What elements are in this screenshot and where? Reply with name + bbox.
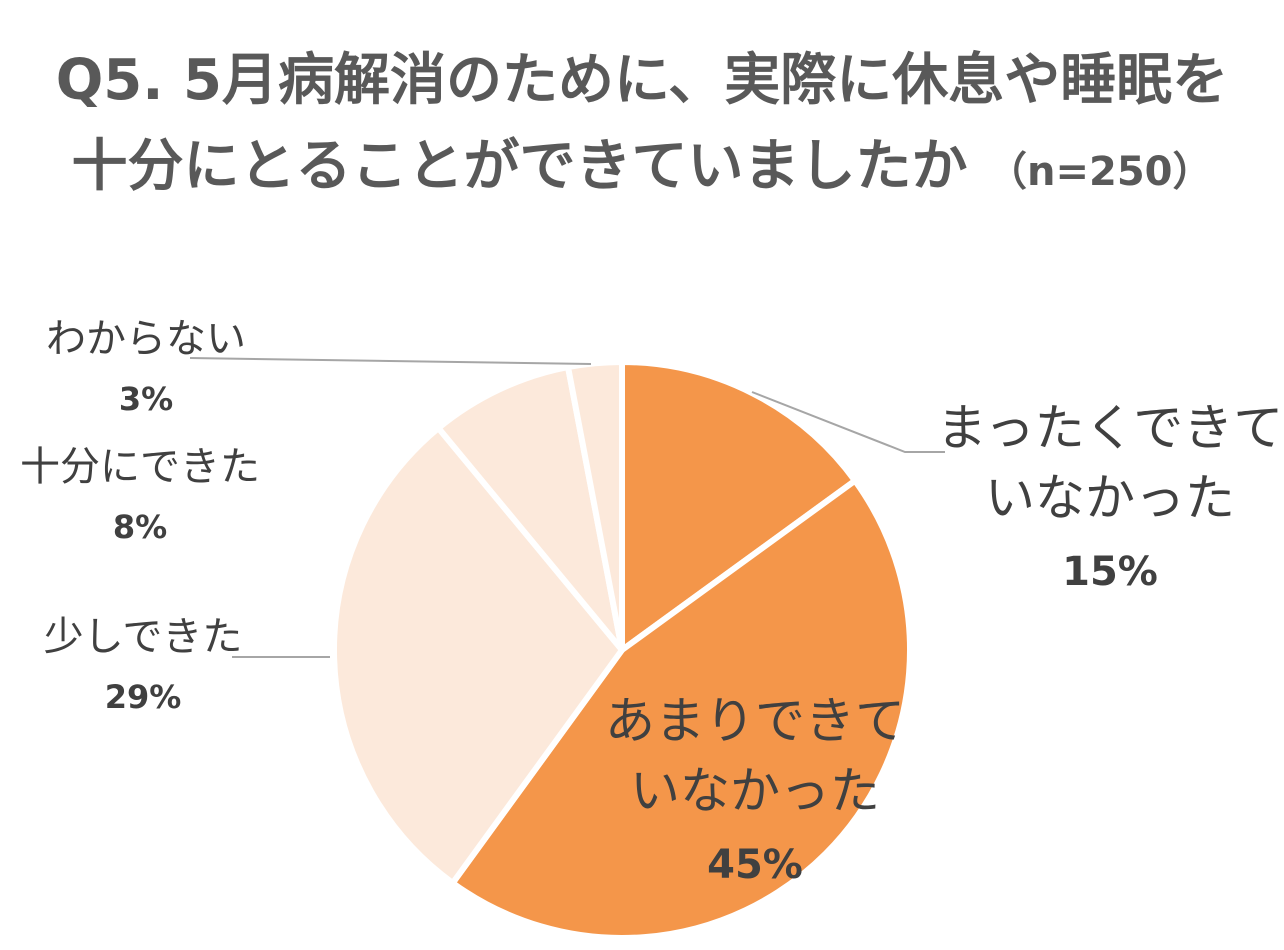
chart-title-line-1: Q5. 5月病解消のために、実際に休息や睡眠を [55,48,1229,113]
slice-percent-5: 3% [119,380,173,418]
pie-slice-4 [435,364,625,653]
leader-line-1 [751,391,945,453]
pie-slice-5 [565,359,625,653]
slice-label-5-line-1: わからない [46,316,246,362]
chart-title-question: 十分にとることができていましたか [71,134,968,199]
pie-slice-2 [449,477,913,941]
slice-labels: まったくできていなかった15%あまりできていなかった45%少しできた29%十分に… [20,316,1283,888]
pie-slice-1 [619,359,858,653]
slice-label-2-line-2: いなかった [630,762,880,820]
pie-slice-3 [331,425,625,886]
slice-label-1-line-2: いなかった [985,469,1235,527]
slice-percent-2: 45% [707,842,803,888]
slice-label-3-line-1: 少しできた [44,614,243,660]
chart-title-line-2: 十分にとることができていましたか （n=250） [0,124,1284,215]
slice-percent-1: 15% [1062,549,1158,595]
slice-percent-4: 8% [113,508,167,546]
slice-label-4-line-1: 十分にできた [20,444,260,490]
slice-label-1-line-1: まったくできて [937,399,1284,457]
sample-size: （n=250） [987,149,1213,195]
slice-percent-3: 29% [105,678,182,716]
pie-slices [331,359,913,941]
chart-title: Q5. 5月病解消のために、実際に休息や睡眠を 十分にとることができていましたか… [0,38,1284,215]
slice-label-2-line-1: あまりできて [605,692,905,750]
leader-lines [189,357,945,658]
leader-line-5 [189,357,592,365]
